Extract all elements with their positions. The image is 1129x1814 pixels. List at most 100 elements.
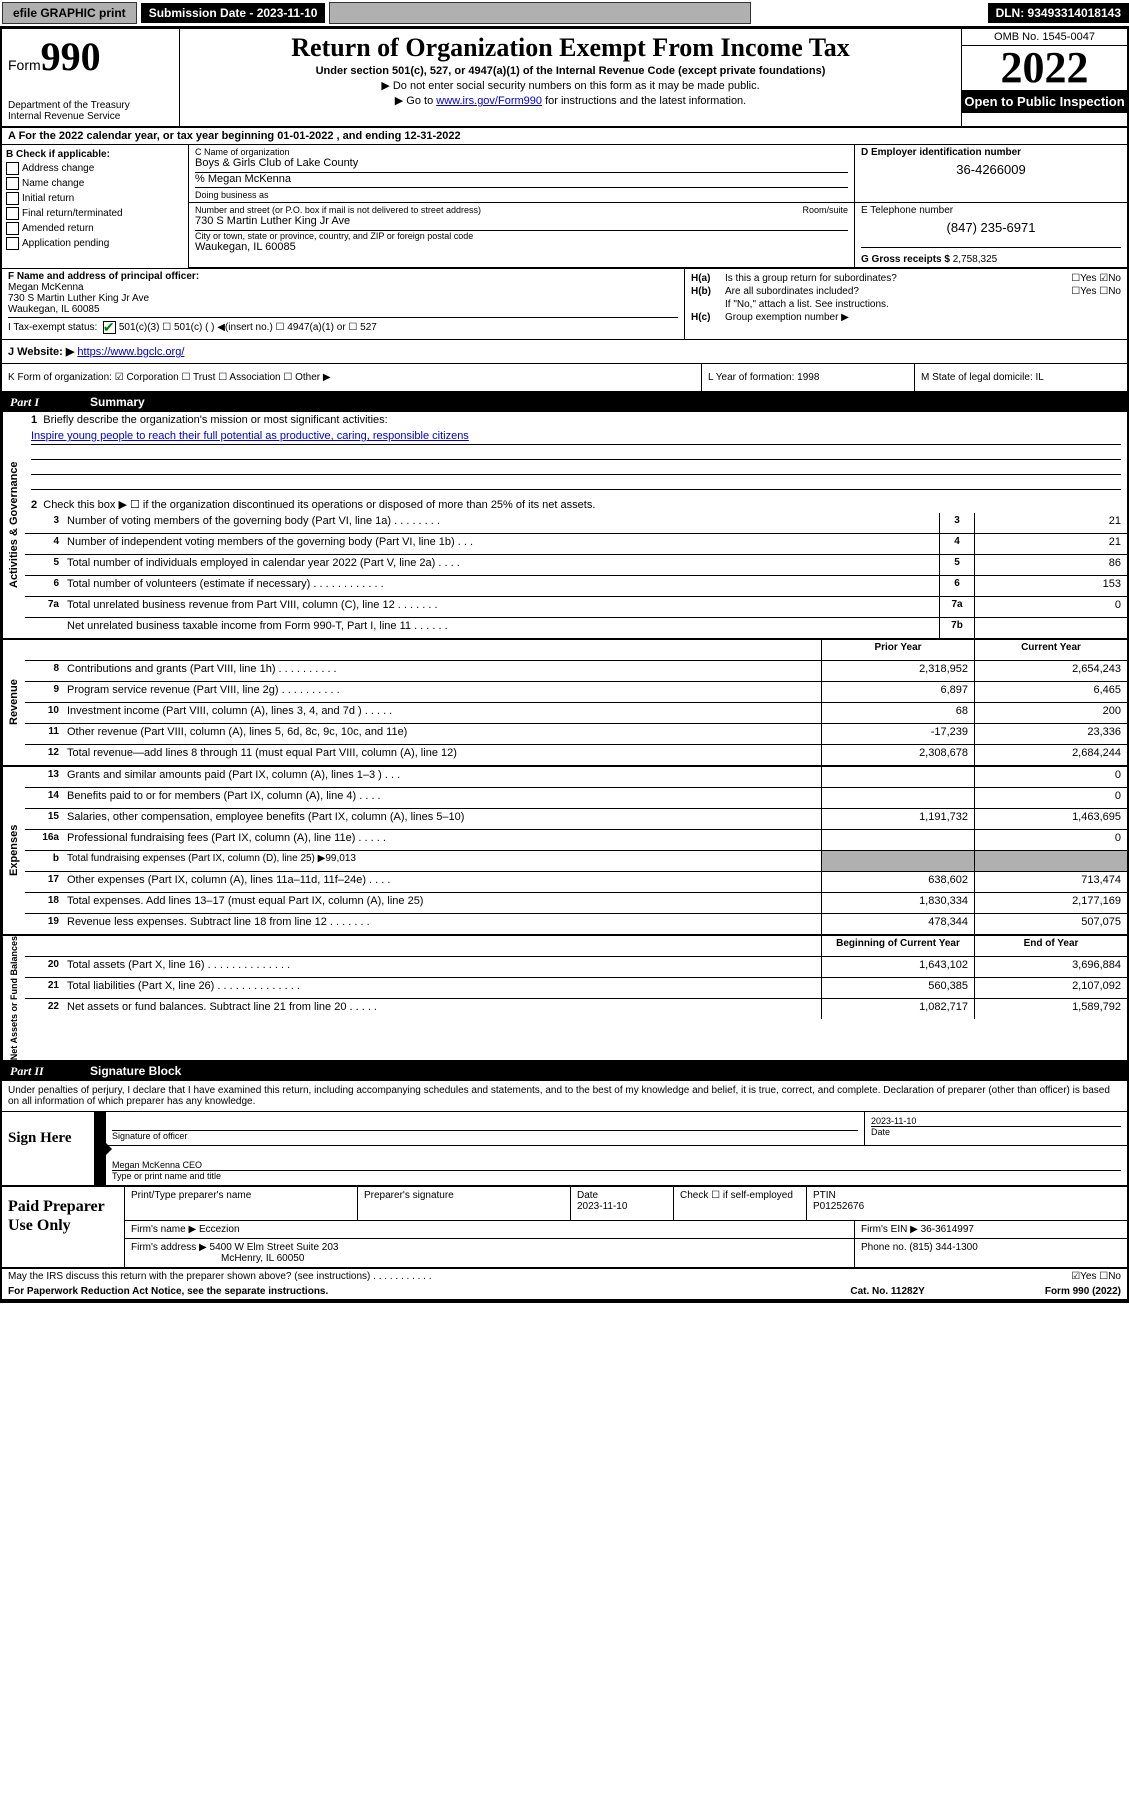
- chk-name-change[interactable]: Name change: [6, 177, 184, 190]
- hb-note: If "No," attach a list. See instructions…: [725, 299, 1121, 310]
- ha-yesno[interactable]: ☐Yes ☑No: [1011, 273, 1121, 284]
- hb-yesno[interactable]: ☐Yes ☐No: [1011, 286, 1121, 297]
- sig-date: 2023-11-10: [871, 1116, 1121, 1126]
- r20-begin: 1,643,102: [821, 957, 974, 977]
- row-j-website: J Website: ▶ https://www.bgclc.org/: [2, 340, 1127, 364]
- r20-text: Total assets (Part X, line 16) . . . . .…: [63, 957, 821, 977]
- firm-name-label: Firm's name ▶: [131, 1224, 196, 1235]
- header-center: Return of Organization Exempt From Incom…: [180, 29, 961, 126]
- r14-num: 14: [25, 788, 63, 808]
- r6-text: Total number of volunteers (estimate if …: [63, 576, 939, 596]
- r7a-num: 7a: [25, 597, 63, 617]
- col-prior: Prior Year: [821, 640, 974, 660]
- form-number: 990: [41, 34, 101, 79]
- r16a-current: 0: [974, 830, 1127, 850]
- paperwork-notice: For Paperwork Reduction Act Notice, see …: [8, 1286, 328, 1297]
- irs-link[interactable]: www.irs.gov/Form990: [436, 95, 542, 107]
- r12-current: 2,684,244: [974, 745, 1127, 765]
- cat-number: Cat. No. 11282Y: [850, 1286, 924, 1297]
- r15-num: 15: [25, 809, 63, 829]
- street-address: 730 S Martin Luther King Jr Ave: [195, 215, 848, 227]
- gross-label: G Gross receipts $: [861, 254, 950, 265]
- preparer-section: Paid Preparer Use Only Print/Type prepar…: [2, 1187, 1127, 1269]
- mission-label: Briefly describe the organization's miss…: [43, 414, 387, 426]
- note-ssn: ▶ Do not enter social security numbers o…: [184, 79, 957, 92]
- r20-end: 3,696,884: [974, 957, 1127, 977]
- r10-text: Investment income (Part VIII, column (A)…: [63, 703, 821, 723]
- hc-label: H(c): [691, 312, 725, 323]
- section-b: B Check if applicable: Address change Na…: [2, 145, 189, 268]
- r16a-prior: [821, 830, 974, 850]
- vtab-expenses: Expenses: [2, 767, 25, 934]
- paperwork-row: For Paperwork Reduction Act Notice, see …: [2, 1284, 1127, 1301]
- hb-text: Are all subordinates included?: [725, 286, 1011, 297]
- gross-value: 2,758,325: [953, 254, 998, 265]
- prep-date-label: Date: [577, 1190, 667, 1201]
- r17-text: Other expenses (Part IX, column (A), lin…: [63, 872, 821, 892]
- col-end: End of Year: [974, 936, 1127, 956]
- firm-addr1: 5400 W Elm Street Suite 203: [210, 1242, 339, 1253]
- r7a-val: 0: [974, 597, 1127, 617]
- r8-current: 2,654,243: [974, 661, 1127, 681]
- form-subtitle: Under section 501(c), 527, or 4947(a)(1)…: [184, 65, 957, 77]
- firm-phone-label: Phone no.: [861, 1242, 907, 1253]
- r14-text: Benefits paid to or for members (Part IX…: [63, 788, 821, 808]
- chk-amended-return[interactable]: Amended return: [6, 222, 184, 235]
- r16a-num: 16a: [25, 830, 63, 850]
- dln: DLN: 93493314018143: [988, 3, 1129, 23]
- r21-end: 2,107,092: [974, 978, 1127, 998]
- r5-val: 86: [974, 555, 1127, 575]
- r16b-current: [974, 851, 1127, 871]
- summary-expenses: Expenses 13Grants and similar amounts pa…: [2, 767, 1127, 936]
- hb-label: H(b): [691, 286, 725, 297]
- prep-check-label[interactable]: Check ☐ if self-employed: [680, 1190, 800, 1201]
- prep-name-label: Print/Type preparer's name: [131, 1190, 351, 1201]
- discuss-text: May the IRS discuss this return with the…: [8, 1271, 432, 1282]
- dba-label: Doing business as: [195, 187, 848, 200]
- vtab-netassets: Net Assets or Fund Balances: [2, 936, 25, 1060]
- sig-name-label: Type or print name and title: [112, 1170, 1121, 1181]
- summary-revenue: Revenue Prior YearCurrent Year 8Contribu…: [2, 640, 1127, 767]
- r8-num: 8: [25, 661, 63, 681]
- vtab-governance: Activities & Governance: [2, 412, 25, 638]
- sig-officer-label: Signature of officer: [112, 1130, 858, 1141]
- r6-val: 153: [974, 576, 1127, 596]
- chk-application-pending[interactable]: Application pending: [6, 237, 184, 250]
- r7b-text: Net unrelated business taxable income fr…: [63, 618, 939, 638]
- r11-current: 23,336: [974, 724, 1127, 744]
- line2: 2 Check this box ▶ ☐ if the organization…: [25, 492, 1127, 513]
- col-begin: Beginning of Current Year: [821, 936, 974, 956]
- efile-print-button[interactable]: efile GRAPHIC print: [2, 2, 137, 24]
- phone-label: E Telephone number: [861, 205, 953, 216]
- form-header: Form990 Department of the Treasury Inter…: [2, 29, 1127, 128]
- chk-initial-return[interactable]: Initial return: [6, 192, 184, 205]
- r21-num: 21: [25, 978, 63, 998]
- mission-text: Inspire young people to reach their full…: [31, 430, 1121, 445]
- chk-final-return[interactable]: Final return/terminated: [6, 207, 184, 220]
- irs-label: Internal Revenue Service: [8, 111, 173, 122]
- r7b-box: 7b: [939, 618, 974, 638]
- submission-date: Submission Date - 2023-11-10: [141, 3, 326, 23]
- addr-cell: Number and street (or P.O. box if mail i…: [189, 203, 854, 267]
- r6-box: 6: [939, 576, 974, 596]
- section-b-header: B Check if applicable:: [6, 149, 184, 160]
- r7b-val: [974, 618, 1127, 638]
- org-name: Boys & Girls Club of Lake County: [195, 157, 848, 169]
- website-link[interactable]: https://www.bgclc.org/: [77, 346, 184, 358]
- r15-current: 1,463,695: [974, 809, 1127, 829]
- website-label: J Website: ▶: [8, 346, 74, 358]
- discuss-yesno[interactable]: ☑Yes ☐No: [1071, 1271, 1121, 1282]
- chk-address-change[interactable]: Address change: [6, 162, 184, 175]
- city-value: Waukegan, IL 60085: [195, 241, 848, 253]
- note-post: for instructions and the latest informat…: [542, 95, 746, 107]
- r3-box: 3: [939, 513, 974, 533]
- chk-501c3[interactable]: [103, 321, 116, 334]
- preparer-title: Paid Preparer Use Only: [2, 1187, 124, 1267]
- r17-prior: 638,602: [821, 872, 974, 892]
- r4-num: 4: [25, 534, 63, 554]
- state-domicile: M State of legal domicile: IL: [915, 364, 1127, 391]
- firm-phone: (815) 344-1300: [909, 1242, 977, 1253]
- officer-addr: 730 S Martin Luther King Jr Ave: [8, 293, 678, 304]
- firm-addr2: McHenry, IL 60050: [131, 1253, 848, 1264]
- r22-end: 1,589,792: [974, 999, 1127, 1019]
